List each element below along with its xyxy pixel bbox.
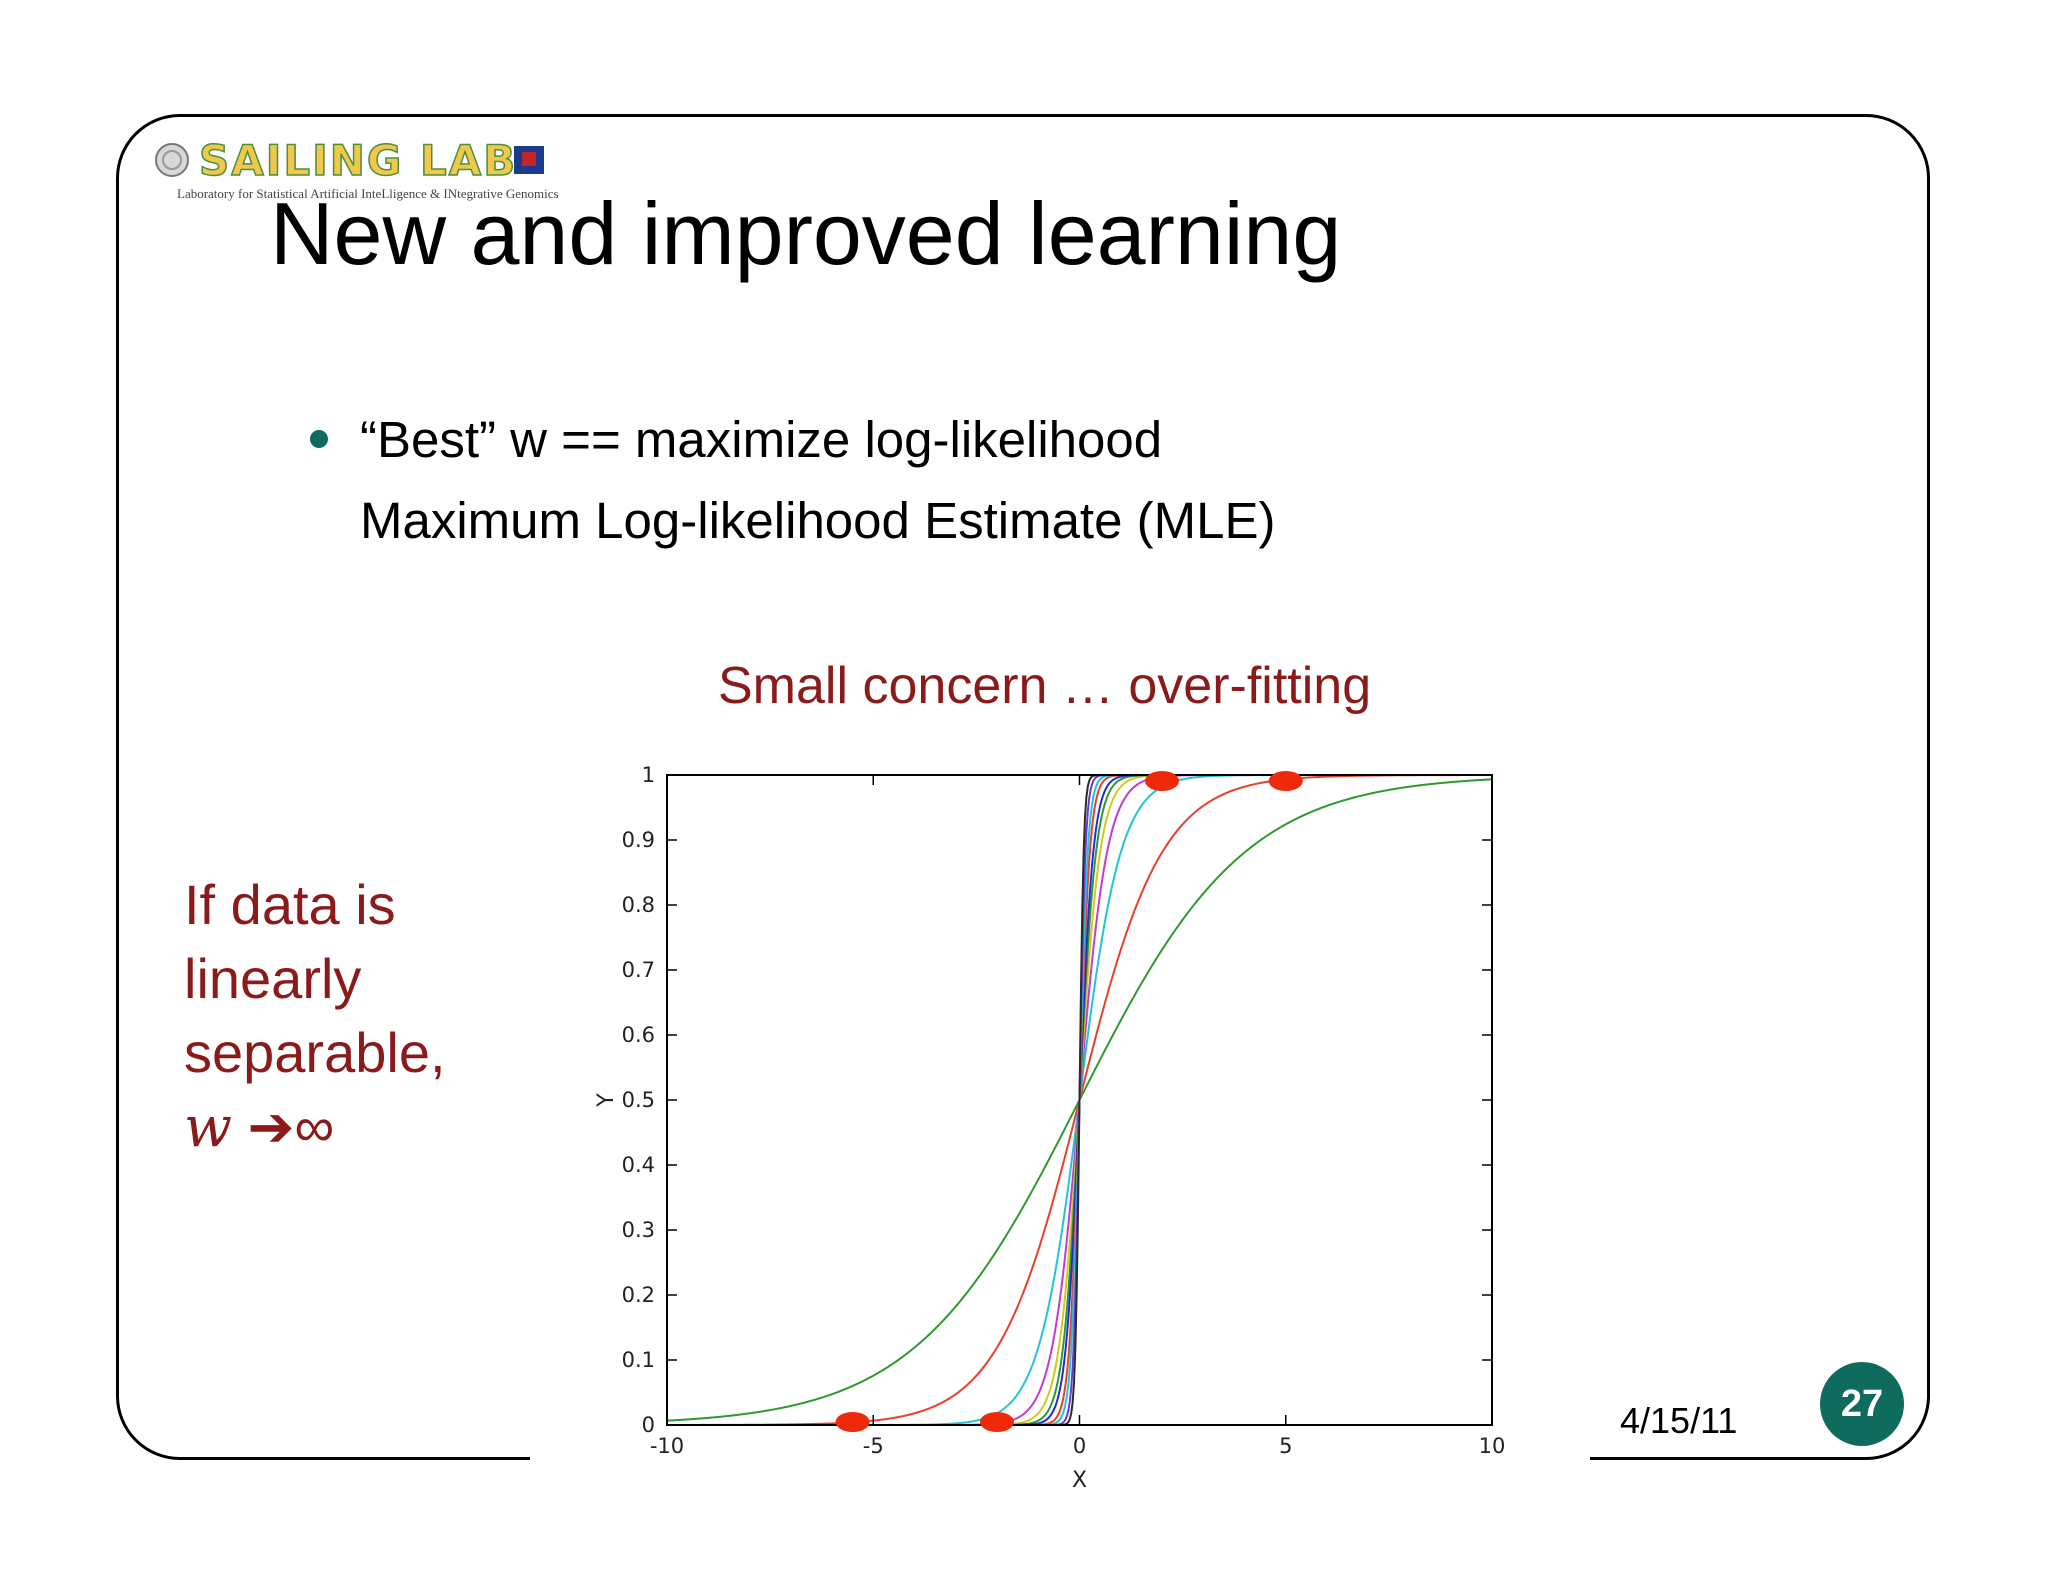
y-tick-label: 0.1 <box>622 1348 655 1372</box>
overfitting-note: Small concern … over-fitting <box>718 657 1372 715</box>
y-tick-label: 0.2 <box>622 1283 655 1307</box>
data-point-3 <box>1268 771 1303 791</box>
y-tick-label: 0.7 <box>622 958 655 982</box>
separable-note-line3: separable, <box>184 1021 446 1084</box>
separable-note: If data is linearly separable, w ➔∞ <box>184 868 446 1165</box>
x-tick-label: 10 <box>1479 1434 1506 1458</box>
data-point-0 <box>835 1412 870 1432</box>
data-point-1 <box>980 1412 1014 1432</box>
x-axis-label: X <box>1072 1468 1087 1493</box>
lab-logo: SAILING LAB Laboratory for Statistical A… <box>152 135 559 206</box>
y-tick-label: 1 <box>642 763 655 787</box>
separable-note-line1: If data is <box>184 873 396 936</box>
chart-plot-area: -10 -5 0 5 10 0 0.1 0.2 0.3 0.4 0.5 0.6 0.7 0.8 0.9 1 X Y <box>594 763 1505 1493</box>
x-tick-label: 5 <box>1279 1434 1292 1458</box>
slide-date: 4/15/11 <box>1620 1400 1738 1441</box>
y-tick-label: 0 <box>642 1413 655 1437</box>
page-number-badge: 27 <box>1820 1362 1904 1446</box>
y-tick-label: 0.4 <box>622 1153 655 1177</box>
x-tick-label: -5 <box>863 1434 884 1458</box>
logo-subtitle: Laboratory for Statistical Artificial In… <box>177 186 559 201</box>
bullet-text-line1: “Best” w == maximize log-likelihood <box>360 411 1163 468</box>
y-tick-label: 0.3 <box>622 1218 655 1242</box>
separable-note-formula: w ➔∞ <box>184 1090 446 1165</box>
y-tick-label: 0.8 <box>622 893 655 917</box>
sigmoid-chart: -10 -5 0 5 10 0 0.1 0.2 0.3 0.4 0.5 0.6 0.7 0.8 0.9 1 X Y <box>594 763 1505 1493</box>
logo-emblems-icon <box>155 143 544 177</box>
logo-name: SAILING LAB <box>198 135 518 186</box>
series-line-10 <box>667 774 1492 1426</box>
x-tick-label: 0 <box>1073 1434 1086 1458</box>
bullet-text-line2: Maximum Log-likelihood Estimate (MLE) <box>360 492 1276 549</box>
infinity-symbol: ∞ <box>294 1095 335 1158</box>
right-arrow-icon: ➔ <box>247 1095 295 1158</box>
x-tick-label: -10 <box>650 1434 684 1458</box>
y-tick-label: 0.9 <box>622 828 655 852</box>
frame-gap <box>530 1448 1590 1468</box>
w-symbol: w <box>184 1095 232 1160</box>
y-axis-label: Y <box>594 1093 619 1108</box>
y-tick-label: 0.6 <box>622 1023 655 1047</box>
data-point-2 <box>1145 771 1179 791</box>
y-tick-label: 0.5 <box>622 1088 655 1112</box>
bullet-icon <box>310 430 328 448</box>
separable-note-line2: linearly <box>184 947 362 1010</box>
slide-title: New and improved learning <box>270 184 1342 283</box>
